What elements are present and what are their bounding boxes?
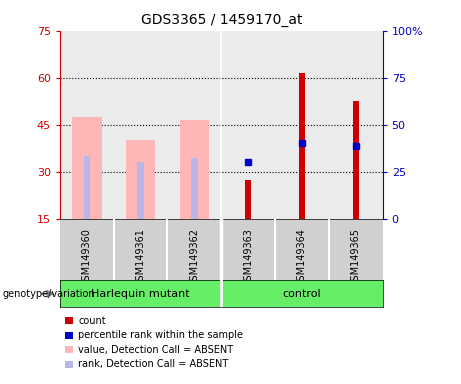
Text: value, Detection Call = ABSENT: value, Detection Call = ABSENT — [78, 345, 233, 355]
Title: GDS3365 / 1459170_at: GDS3365 / 1459170_at — [141, 13, 302, 27]
Text: genotype/variation: genotype/variation — [2, 289, 95, 299]
Bar — [126, 141, 155, 219]
Bar — [72, 117, 101, 219]
Text: count: count — [78, 316, 106, 326]
Text: GSM149363: GSM149363 — [243, 228, 253, 287]
Text: control: control — [283, 289, 321, 299]
Text: GSM149360: GSM149360 — [82, 228, 92, 287]
Bar — [299, 73, 305, 219]
Bar — [245, 180, 251, 219]
Bar — [180, 120, 209, 219]
Bar — [353, 101, 359, 219]
Text: GSM149362: GSM149362 — [189, 228, 200, 287]
Text: GSM149365: GSM149365 — [351, 228, 361, 287]
Text: rank, Detection Call = ABSENT: rank, Detection Call = ABSENT — [78, 359, 229, 369]
Bar — [83, 156, 90, 219]
Text: Harlequin mutant: Harlequin mutant — [91, 289, 190, 299]
Text: percentile rank within the sample: percentile rank within the sample — [78, 330, 243, 340]
Bar — [137, 162, 144, 219]
Bar — [191, 158, 198, 219]
Text: GSM149364: GSM149364 — [297, 228, 307, 287]
Text: GSM149361: GSM149361 — [136, 228, 146, 287]
